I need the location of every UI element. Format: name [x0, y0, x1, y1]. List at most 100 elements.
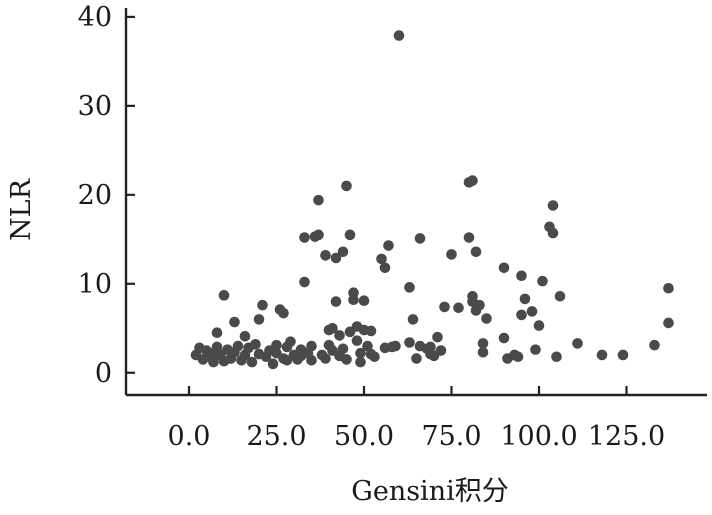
- data-point: [470, 246, 482, 258]
- data-point: [341, 354, 352, 365]
- data-point: [320, 353, 331, 364]
- data-point: [299, 232, 310, 243]
- data-point: [253, 314, 265, 325]
- data-point: [498, 332, 510, 344]
- data-point: [344, 229, 356, 241]
- data-point: [477, 346, 489, 358]
- data-point: [285, 336, 296, 347]
- data-point: [572, 338, 583, 349]
- plot-area: 0 10 20 30 40 0.0 25.0 50.0 75.0 100.0 125.0: [78, 2, 707, 452]
- data-point: [547, 200, 559, 211]
- data-point: [432, 331, 443, 343]
- data-point: [376, 253, 387, 265]
- data-point: [320, 250, 331, 261]
- data-point: [232, 340, 244, 352]
- data-point: [649, 339, 660, 351]
- data-point: [271, 339, 282, 351]
- y-tick-label: 0: [95, 358, 112, 389]
- data-point: [313, 194, 324, 206]
- data-point: [246, 356, 258, 368]
- data-point: [306, 355, 317, 366]
- data-point: [533, 320, 545, 331]
- x-axis-label: Gensini积分: [351, 476, 508, 507]
- data-point: [313, 229, 324, 241]
- data-point: [547, 227, 559, 239]
- data-point: [355, 356, 366, 368]
- data-point: [383, 240, 394, 251]
- data-point: [327, 322, 338, 334]
- data-point: [337, 343, 349, 355]
- data-point: [439, 301, 450, 313]
- data-point: [453, 302, 464, 314]
- x-tick-label: 125.0: [588, 421, 665, 452]
- data-point: [257, 299, 268, 311]
- data-point: [407, 314, 419, 325]
- y-tick-label: 10: [78, 269, 112, 300]
- data-point: [481, 313, 492, 324]
- data-point: [239, 330, 251, 342]
- data-point: [341, 180, 352, 192]
- data-point: [211, 341, 223, 353]
- data-point: [278, 307, 289, 319]
- data-point: [404, 282, 415, 293]
- data-point: [474, 299, 485, 311]
- data-point: [477, 338, 489, 349]
- x-tick-label: 25.0: [246, 421, 306, 452]
- data-point: [512, 351, 524, 363]
- data-point: [393, 30, 405, 41]
- data-point: [229, 316, 240, 328]
- data-point: [463, 232, 475, 243]
- data-point: [551, 351, 562, 363]
- data-point: [334, 330, 345, 341]
- data-point: [596, 349, 608, 361]
- data-point: [537, 275, 548, 287]
- data-point: [617, 349, 629, 361]
- data-point: [218, 290, 230, 301]
- data-point: [379, 262, 391, 274]
- data-point: [404, 337, 415, 348]
- data-point: [351, 335, 363, 347]
- data-point: [435, 345, 447, 356]
- data-point: [369, 351, 380, 363]
- x-tick-label: 50.0: [334, 421, 394, 452]
- data-point: [414, 233, 426, 244]
- data-point: [446, 249, 457, 260]
- data-point: [390, 340, 401, 352]
- data-point: [358, 295, 370, 306]
- data-point: [498, 262, 510, 274]
- data-point: [526, 306, 538, 317]
- data-point: [208, 356, 219, 368]
- data-point: [516, 270, 527, 282]
- x-tick-label: 75.0: [421, 421, 481, 452]
- y-axis-ticks: 0 10 20 30 40: [78, 2, 135, 389]
- data-point: [348, 294, 359, 306]
- data-points: [190, 30, 674, 370]
- data-point: [337, 246, 349, 258]
- data-point: [299, 276, 310, 288]
- data-point: [663, 282, 674, 294]
- data-point: [211, 327, 223, 339]
- data-point: [516, 309, 527, 321]
- x-axis-ticks: 0.0 25.0 50.0 75.0 100.0 125.0: [168, 386, 665, 452]
- x-tick-label: 100.0: [500, 421, 577, 452]
- data-point: [250, 338, 261, 350]
- x-tick-label: 0.0: [168, 421, 211, 452]
- data-point: [267, 358, 279, 370]
- y-tick-label: 30: [78, 91, 112, 122]
- data-point: [330, 252, 342, 264]
- data-point: [330, 296, 342, 307]
- data-point: [365, 325, 377, 337]
- data-point: [362, 340, 373, 352]
- y-axis-label: NLR: [6, 178, 37, 241]
- data-point: [663, 317, 674, 329]
- y-tick-label: 20: [78, 180, 112, 211]
- y-tick-label: 40: [78, 2, 112, 33]
- data-point: [519, 293, 531, 305]
- data-point: [355, 347, 366, 359]
- data-point: [306, 340, 317, 352]
- data-point: [530, 344, 541, 355]
- data-point: [467, 175, 478, 186]
- data-point: [554, 290, 566, 302]
- data-point: [411, 353, 422, 364]
